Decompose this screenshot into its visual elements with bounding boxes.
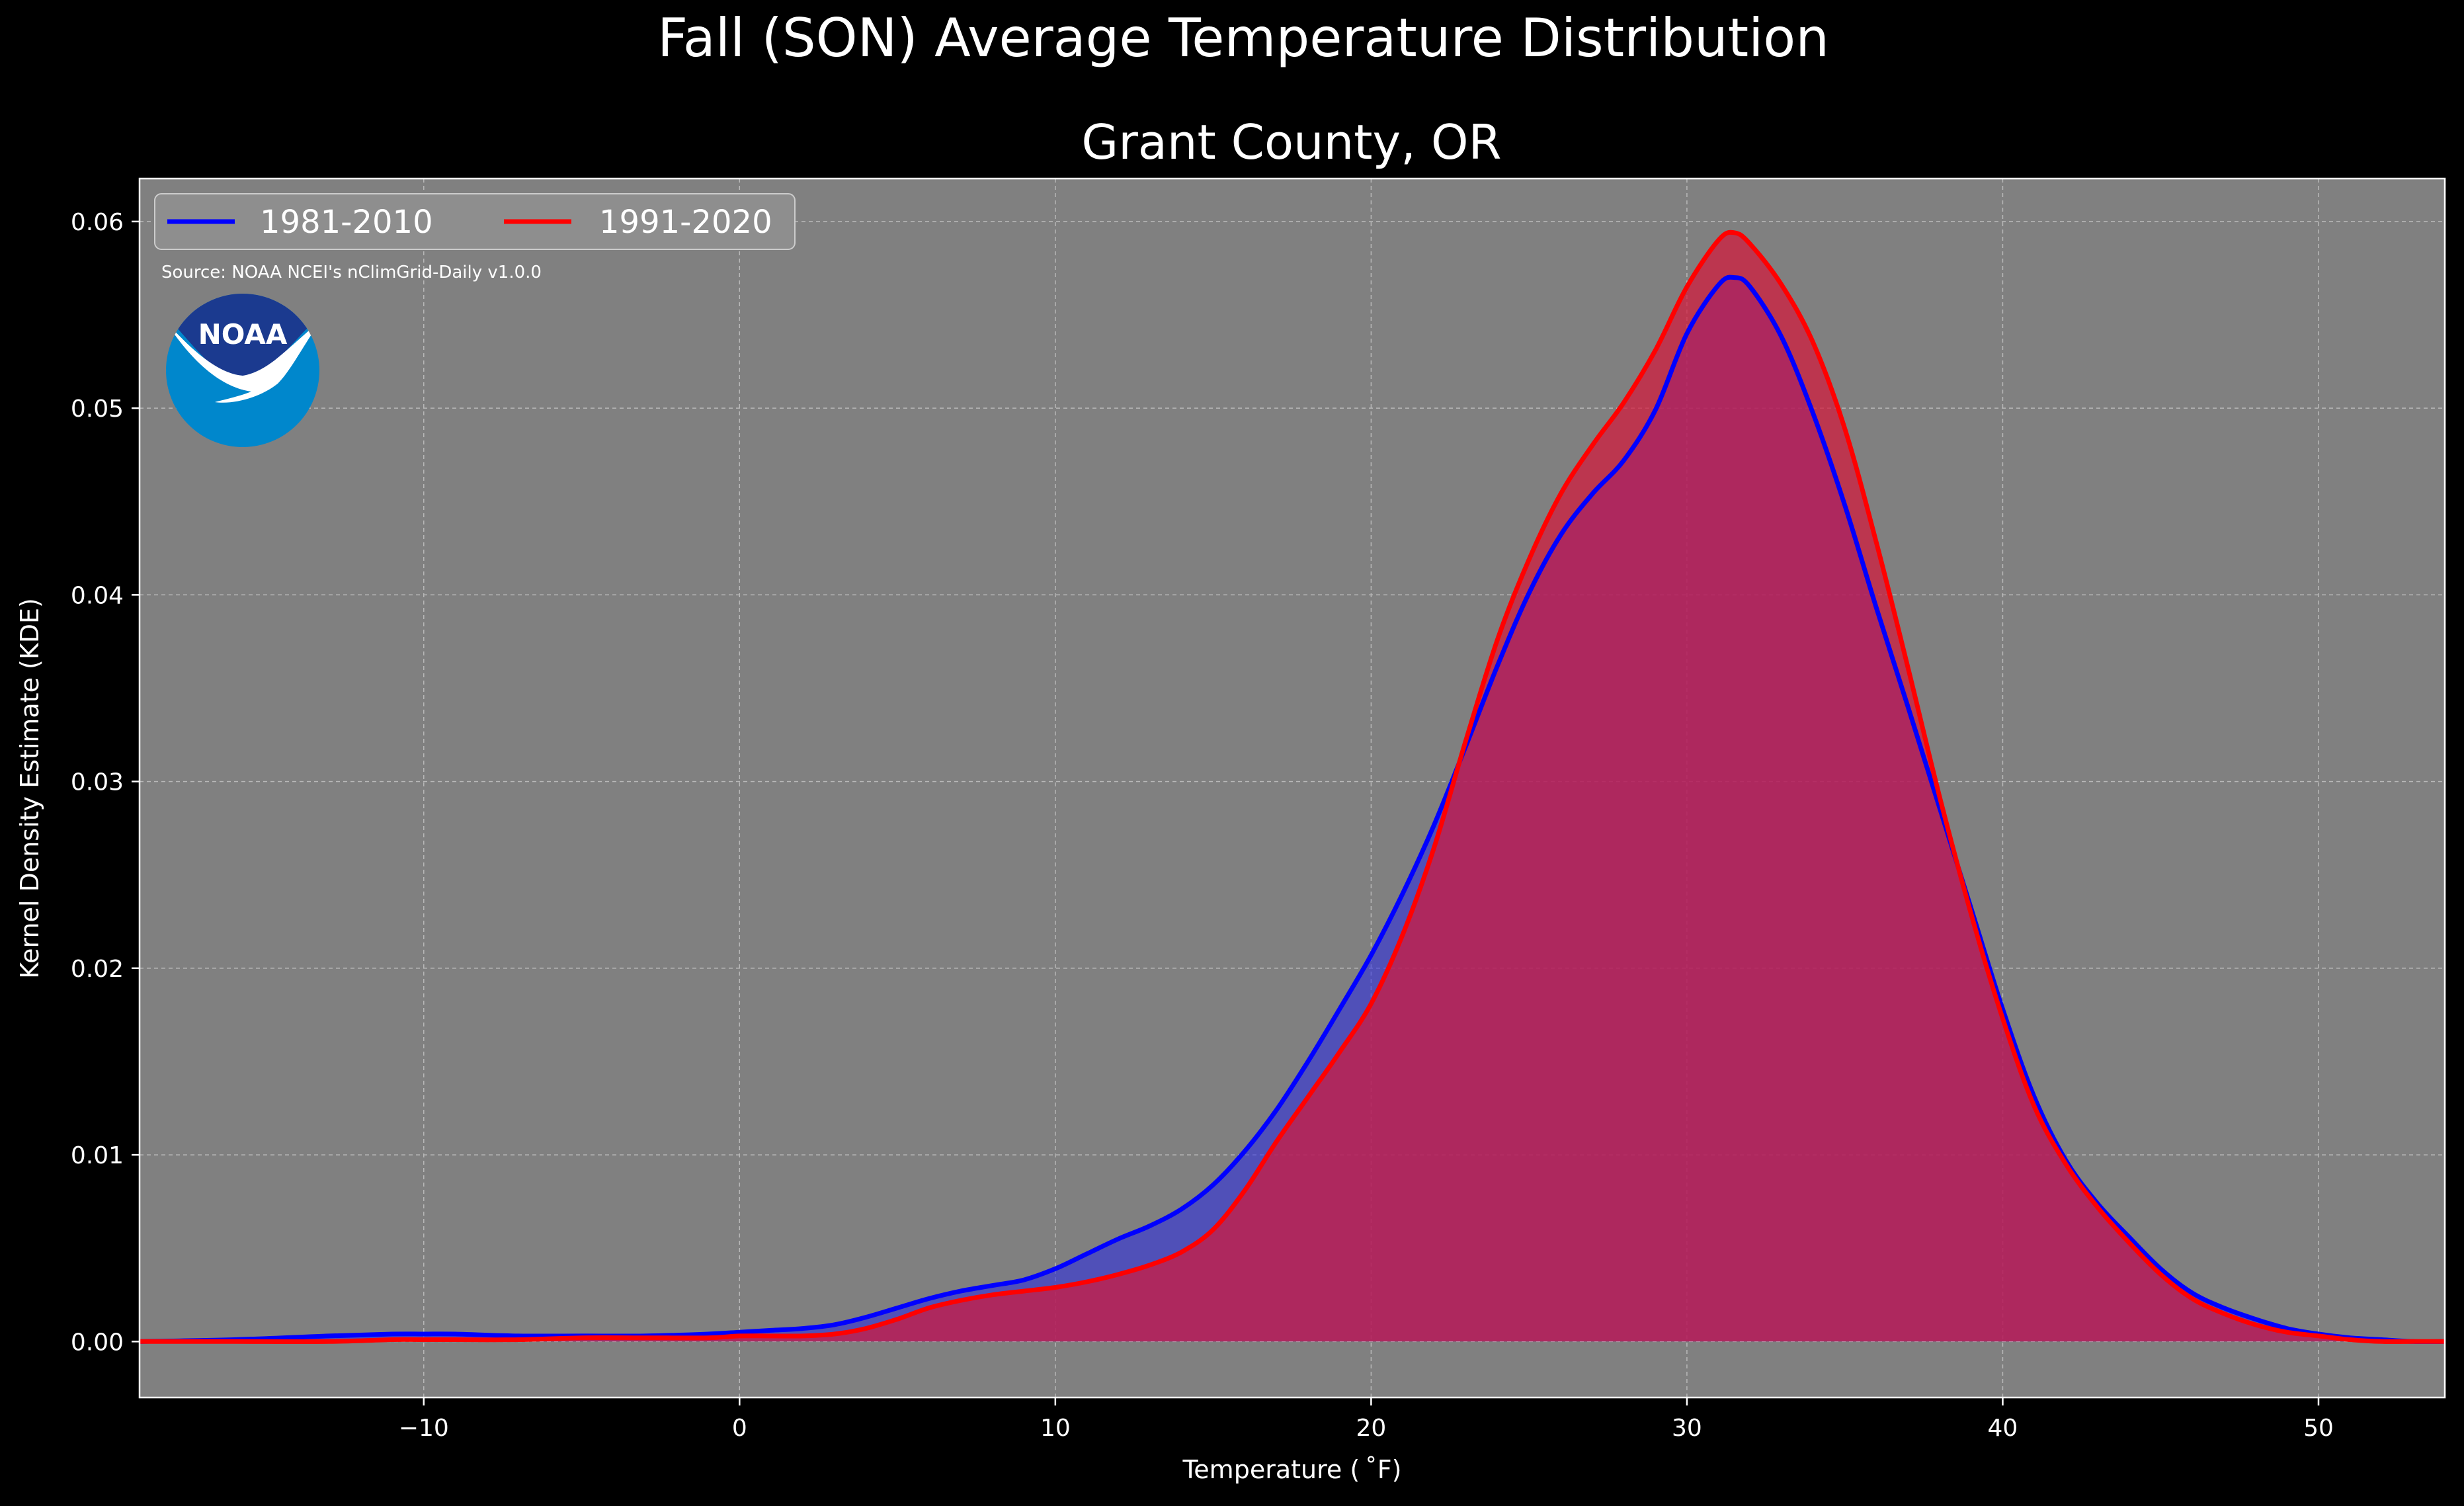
x-axis-label: Temperature ( ˚F) [1182,1455,1402,1484]
y-tick-label: 0.04 [71,582,124,609]
series-line-1991-2020 [140,230,2445,1345]
noaa-logo: NOAA [166,294,319,447]
source-note: Source: NOAA NCEI's nClimGrid-Daily v1.0… [161,263,542,282]
x-tick-label: 30 [1672,1415,1702,1442]
grid [140,179,2445,1398]
chart-title: Fall (SON) Average Temperature Distribut… [657,7,1829,69]
series-layer [139,230,2445,1345]
series-area-1991-2020 [140,232,2445,1342]
x-axis: −10 0 10 20 30 40 50 [399,1398,2334,1442]
y-tick-label: 0.03 [71,769,124,796]
x-tick-label: 0 [732,1415,747,1442]
legend-label-1991-2020: 1991-2020 [599,204,772,241]
x-tick-label: −10 [399,1415,449,1442]
y-tick-label: 0.06 [71,209,124,236]
y-tick-label: 0.05 [71,396,124,423]
plot-frame [138,177,2446,1399]
x-tick-label: 50 [2303,1415,2334,1442]
x-tick-label: 40 [1988,1415,2018,1442]
legend-box [154,193,796,250]
legend: 1981-2010 1991-2020 [154,193,796,250]
x-tick-label: 20 [1356,1415,1386,1442]
y-tick-label: 0.00 [71,1329,124,1356]
y-tick-label: 0.02 [71,956,124,983]
chart-subtitle: Grant County, OR [1081,114,1501,170]
x-tick-label: 10 [1040,1415,1071,1442]
y-axis: 0.00 0.01 0.02 0.03 0.04 0.05 0.06 [71,209,140,1356]
y-tick-label: 0.01 [71,1142,124,1169]
legend-label-1981-2010: 1981-2010 [260,204,433,241]
noaa-logo-text: NOAA [198,318,288,351]
y-axis-label: Kernel Density Estimate (KDE) [15,598,44,979]
